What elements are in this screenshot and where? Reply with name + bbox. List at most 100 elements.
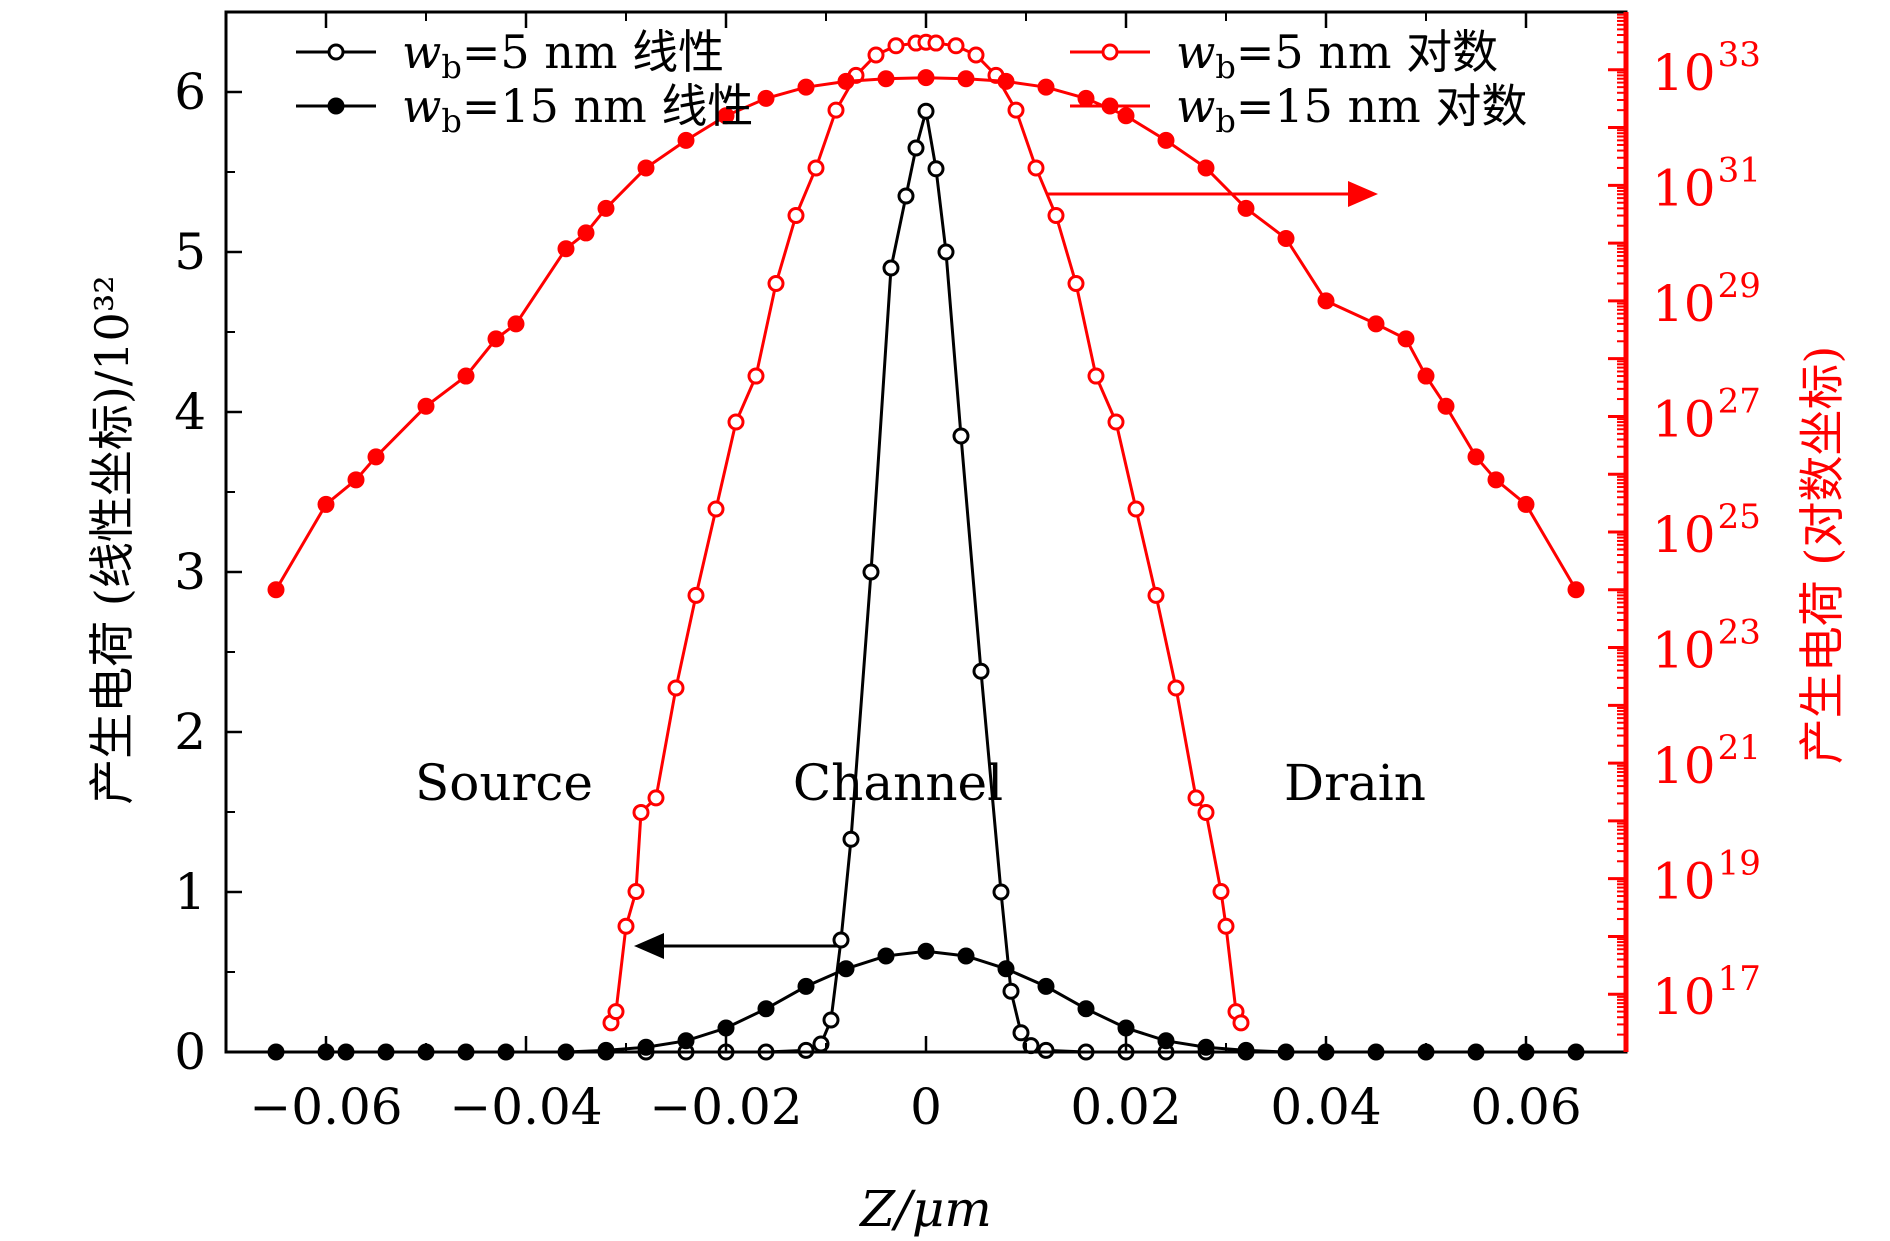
data-point-linear_5nm (1002, 982, 1020, 1000)
data-point-linear_15nm (757, 1000, 775, 1018)
legend-label: wb=15 nm 线性 (402, 79, 753, 140)
y-tick-labels: 0 1 2 3 4 5 6 (174, 63, 206, 1081)
data-point-log_5nm (867, 46, 885, 64)
axes-layer (225, 11, 1627, 1054)
data-point-log_5nm (727, 413, 745, 431)
x-tick-labels: −0.06 −0.04 −0.02 0 0.02 0.04 0.06 (249, 1078, 1581, 1136)
x-axis-label: Z/μm (858, 1180, 992, 1238)
y2-tick-label: 1029 (1652, 266, 1761, 333)
data-point-log_15nm (597, 199, 615, 217)
annotation-channel: Channel (793, 754, 1003, 812)
data-point-log_5nm (947, 37, 965, 55)
legend-item: wb=5 nm 线性 (296, 25, 724, 86)
legend-marker (327, 97, 345, 115)
data-point-linear_5nm (1037, 1041, 1055, 1059)
data-point-log_15nm (677, 131, 695, 149)
data-point-log_5nm (1107, 413, 1125, 431)
arrow-to-right-axis (1048, 181, 1378, 207)
data-point-log_5nm (1167, 679, 1185, 697)
data-point-linear_15nm (1157, 1032, 1175, 1050)
data-point-linear_15nm (1237, 1041, 1255, 1059)
data-point-linear_5nm (882, 259, 900, 277)
data-point-log_15nm (637, 159, 655, 177)
y-tick-label: 1 (174, 863, 206, 921)
data-point-log_5nm (1147, 586, 1165, 604)
x-tick-label: 0.06 (1470, 1078, 1581, 1136)
series-line-linear_5nm (606, 110, 1246, 1054)
data-point-log_5nm (967, 46, 985, 64)
data-point-linear_5nm (917, 102, 935, 120)
data-point-log_15nm (1487, 471, 1505, 489)
data-point-log_5nm (747, 367, 765, 385)
data-point-linear_5nm (832, 931, 850, 949)
y2-tick-label: 1023 (1652, 613, 1761, 680)
data-point-linear_15nm (1117, 1019, 1135, 1037)
x-tick-label: −0.06 (249, 1078, 402, 1136)
y2-tick-label: 1025 (1652, 497, 1761, 564)
data-point-log_15nm (917, 69, 935, 87)
data-point-log_5nm (632, 803, 650, 821)
data-point-log_15nm (1367, 315, 1385, 333)
data-point-log_15nm (507, 315, 525, 333)
data-point-log_15nm (317, 495, 335, 513)
data-point-log_15nm (1567, 581, 1585, 599)
legend-item: wb=15 nm 线性 (296, 79, 753, 140)
plot-frame (224, 10, 1628, 1054)
series-log_5nm (602, 33, 1250, 1032)
data-point-log_15nm (877, 70, 895, 88)
y2-tick-label: 1021 (1652, 728, 1761, 795)
x-tick-label: 0 (910, 1078, 942, 1136)
data-point-log_15nm (837, 72, 855, 90)
data-point-log_15nm (1237, 199, 1255, 217)
data-point-linear_5nm (972, 662, 990, 680)
data-point-log_5nm (617, 917, 635, 935)
data-point-log_5nm (627, 882, 645, 900)
data-point-log_15nm (577, 224, 595, 242)
y2-axis-label: 产生电荷 (对数坐标) (1795, 346, 1849, 765)
y-tick-label: 5 (174, 223, 206, 281)
x-tick-label: 0.04 (1270, 1078, 1381, 1136)
data-point-log_15nm (957, 70, 975, 88)
data-point-log_15nm (1397, 330, 1415, 348)
y2-tick-label: 1019 (1652, 844, 1761, 911)
data-point-log_5nm (1067, 274, 1085, 292)
data-point-log_5nm (667, 679, 685, 697)
y-tick-label: 6 (174, 63, 206, 121)
legend-label: wb=5 nm 线性 (402, 25, 724, 86)
data-point-linear_15nm (837, 960, 855, 978)
data-point-log_5nm (887, 37, 905, 55)
data-point-linear_15nm (597, 1041, 615, 1059)
data-point-linear_5nm (907, 139, 925, 157)
data-point-log_15nm (1317, 292, 1335, 310)
series-log_15nm (267, 69, 1585, 599)
data-point-log_5nm (1187, 789, 1205, 807)
series-layer (267, 33, 1585, 1061)
data-point-linear_5nm (937, 243, 955, 261)
y-tick-label: 0 (174, 1023, 206, 1081)
data-point-linear_15nm (1077, 1000, 1095, 1018)
x-tick-label: 0.02 (1070, 1078, 1181, 1136)
series-line-log_5nm (609, 40, 1243, 1024)
data-point-linear_15nm (957, 947, 975, 965)
data-point-linear_15nm (797, 977, 815, 995)
data-point-log_15nm (347, 471, 365, 489)
data-point-log_5nm (1232, 1014, 1250, 1032)
series-line-log_15nm (274, 76, 1578, 591)
data-point-log_15nm (997, 72, 1015, 90)
legend-marker (327, 43, 345, 61)
annotation-source: Source (415, 754, 593, 812)
y2-tick-label: 1031 (1652, 150, 1761, 217)
data-point-linear_5nm (992, 883, 1010, 901)
data-point-log_5nm (1007, 101, 1025, 119)
legend-marker (1101, 97, 1119, 115)
data-point-linear_5nm (1012, 1024, 1030, 1042)
data-point-linear_5nm (927, 160, 945, 178)
y-tick-label: 4 (174, 383, 206, 441)
data-point-log_5nm (647, 789, 665, 807)
data-point-log_5nm (787, 207, 805, 225)
data-point-log_15nm (1417, 367, 1435, 385)
y2-tick-label: 1033 (1652, 35, 1761, 102)
data-point-log_5nm (1127, 500, 1145, 518)
